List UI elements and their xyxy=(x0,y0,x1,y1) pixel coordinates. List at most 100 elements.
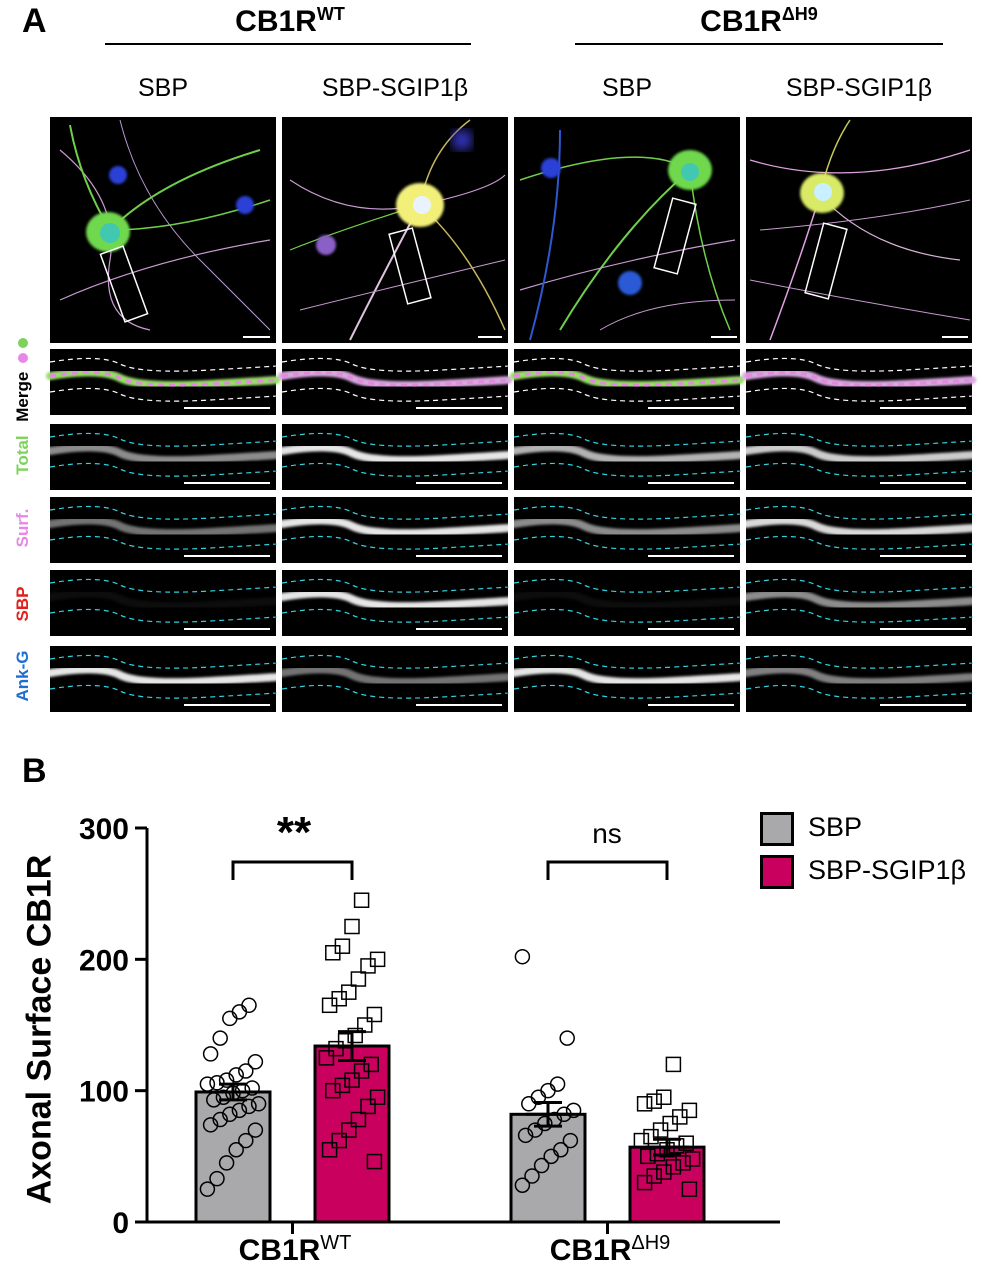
axon-strip-surf-2 xyxy=(278,497,513,563)
point-0-0-20 xyxy=(228,1067,244,1083)
column-label-3: SBP xyxy=(601,74,653,102)
panel-a-letter: A xyxy=(22,2,47,40)
point-1-0-0 xyxy=(366,1153,383,1170)
point-0-0-6 xyxy=(202,1117,219,1133)
axon-strip-merge-4 xyxy=(742,349,977,415)
axon-strip-sbp-4 xyxy=(742,570,977,636)
point-1-0-4 xyxy=(350,1111,367,1128)
point-0-0-17 xyxy=(199,1076,216,1092)
group-title-dh9-name: CB1R xyxy=(700,5,782,38)
axon-signal-overlay xyxy=(49,370,278,387)
point-0-1-8 xyxy=(537,1115,553,1132)
point-0-0-5 xyxy=(247,1122,264,1138)
point-1-1-11 xyxy=(678,1135,694,1151)
axon-strip-ank-1 xyxy=(46,646,281,712)
y-tick-label-0: 0 xyxy=(112,1207,129,1240)
point-1-1-4 xyxy=(665,1159,682,1175)
sig-bracket-0 xyxy=(231,860,354,880)
axon-outline-bottom xyxy=(745,387,973,402)
legend-swatch-sgip xyxy=(760,855,794,889)
axon-outline-top xyxy=(745,578,973,593)
point-1-0-11 xyxy=(363,1056,379,1073)
axon-outline-top xyxy=(745,654,973,669)
axon-outline-top xyxy=(745,357,973,372)
point-1-1-18 xyxy=(636,1096,653,1112)
point-0-0-8 xyxy=(222,1106,238,1123)
point-1-1-12 xyxy=(633,1132,650,1149)
overview-image-2 xyxy=(282,117,508,343)
overview-image-3 xyxy=(514,117,740,343)
axon-strip-total-2 xyxy=(278,424,513,490)
axon-strip-ank-3 xyxy=(510,646,745,712)
axon-signal xyxy=(742,443,977,465)
point-0-1-2 xyxy=(533,1157,550,1174)
axon-outline-top xyxy=(281,654,509,669)
point-1-0-9 xyxy=(344,1072,360,1088)
axon-strip-merge-3 xyxy=(510,349,745,415)
axon-signal xyxy=(742,589,977,611)
point-0-1-16 xyxy=(559,1030,575,1046)
point-1-0-20 xyxy=(341,984,357,1000)
axon-outline-bottom xyxy=(513,462,741,477)
axon-signal xyxy=(278,665,513,687)
axon-strip-surf-3 xyxy=(510,497,745,563)
axon-signal-overlay xyxy=(513,370,742,387)
axon-signal xyxy=(278,516,513,538)
axon-signal xyxy=(510,516,745,538)
point-0-1-15 xyxy=(549,1076,566,1092)
legend-swatch-sbp xyxy=(760,812,794,846)
axon-outline-bottom xyxy=(281,608,509,623)
y-tick-label-100: 100 xyxy=(79,1076,129,1109)
point-1-1-21 xyxy=(665,1056,682,1073)
axon-signal xyxy=(510,589,745,611)
point-1-0-25 xyxy=(334,938,351,954)
group-line-dh9 xyxy=(575,43,943,45)
axon-strip-total-4 xyxy=(742,424,977,490)
axon-signal-overlay xyxy=(745,370,974,387)
point-0-1-17 xyxy=(514,948,531,965)
axon-signal xyxy=(742,665,977,687)
point-1-1-2 xyxy=(646,1168,662,1184)
axon-outline-bottom xyxy=(513,684,741,699)
axon-outline-top xyxy=(281,357,509,372)
x-label-wt-name: CB1R xyxy=(238,1234,321,1267)
sig-bracket-1 xyxy=(546,860,669,880)
axon-outline-bottom xyxy=(49,387,277,402)
point-1-0-3 xyxy=(341,1122,357,1138)
axon-outline-bottom xyxy=(513,387,741,402)
axon-outline-bottom xyxy=(745,535,973,550)
point-1-0-17 xyxy=(366,1006,383,1023)
point-1-1-19 xyxy=(646,1093,662,1109)
micrograph-grid xyxy=(46,117,977,712)
point-0-1-6 xyxy=(517,1127,534,1144)
legend-label-sbp: SBP xyxy=(808,812,863,842)
point-0-0-21 xyxy=(238,1063,254,1079)
point-1-1-3 xyxy=(656,1164,672,1180)
axon-strip-surf-1 xyxy=(46,497,281,563)
group-title-dh9: CB1RΔH9 xyxy=(575,4,943,39)
x-label-dh9-name: CB1R xyxy=(549,1234,632,1267)
point-1-0-6 xyxy=(369,1089,386,1105)
point-0-0-19 xyxy=(218,1072,235,1088)
axon-outline-top xyxy=(513,578,741,593)
axon-signal xyxy=(742,516,977,538)
group-line-wt xyxy=(105,43,471,45)
axon-strip-merge-2 xyxy=(278,349,513,415)
axon-outline-bottom xyxy=(49,684,277,699)
axon-signal xyxy=(510,665,745,687)
axon-outline-top xyxy=(513,654,741,669)
axon-outline-top xyxy=(513,505,741,520)
axon-strip-merge-1 xyxy=(46,349,281,415)
axon-outline-top xyxy=(281,578,509,593)
axon-outline-bottom xyxy=(49,608,277,623)
point-1-1-0 xyxy=(681,1181,698,1197)
overview-image-1 xyxy=(50,117,276,343)
axon-outline-bottom xyxy=(745,608,973,623)
point-0-0-1 xyxy=(209,1170,225,1187)
group-title-dh9-sup: ΔH9 xyxy=(781,4,818,24)
column-label-4: SBP-SGIP1β xyxy=(785,74,933,102)
point-0-0-25 xyxy=(222,1010,238,1027)
axon-outline-bottom xyxy=(745,684,973,699)
point-1-0-8 xyxy=(334,1077,351,1094)
